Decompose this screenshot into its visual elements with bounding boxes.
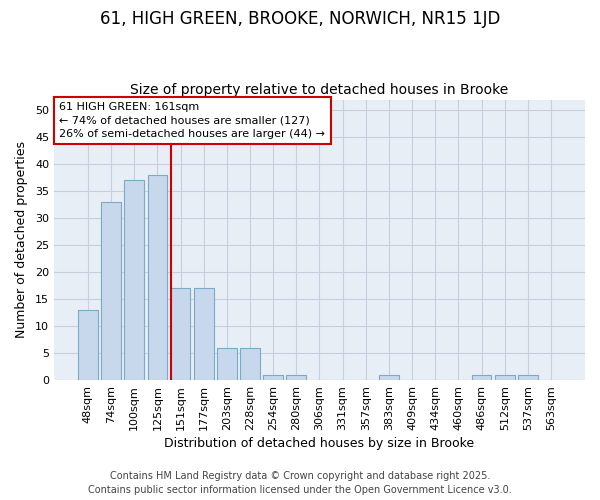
X-axis label: Distribution of detached houses by size in Brooke: Distribution of detached houses by size … bbox=[164, 437, 475, 450]
Text: 61, HIGH GREEN, BROOKE, NORWICH, NR15 1JD: 61, HIGH GREEN, BROOKE, NORWICH, NR15 1J… bbox=[100, 10, 500, 28]
Bar bbox=[472, 374, 491, 380]
Bar bbox=[495, 374, 515, 380]
Bar bbox=[101, 202, 121, 380]
Bar bbox=[379, 374, 399, 380]
Bar bbox=[286, 374, 306, 380]
Bar bbox=[124, 180, 144, 380]
Bar bbox=[170, 288, 190, 380]
Text: 61 HIGH GREEN: 161sqm
← 74% of detached houses are smaller (127)
26% of semi-det: 61 HIGH GREEN: 161sqm ← 74% of detached … bbox=[59, 102, 325, 139]
Bar bbox=[518, 374, 538, 380]
Bar bbox=[148, 175, 167, 380]
Bar bbox=[263, 374, 283, 380]
Bar bbox=[217, 348, 236, 380]
Title: Size of property relative to detached houses in Brooke: Size of property relative to detached ho… bbox=[130, 83, 509, 97]
Y-axis label: Number of detached properties: Number of detached properties bbox=[15, 142, 28, 338]
Bar bbox=[194, 288, 214, 380]
Bar bbox=[78, 310, 98, 380]
Bar bbox=[240, 348, 260, 380]
Text: Contains HM Land Registry data © Crown copyright and database right 2025.
Contai: Contains HM Land Registry data © Crown c… bbox=[88, 471, 512, 495]
